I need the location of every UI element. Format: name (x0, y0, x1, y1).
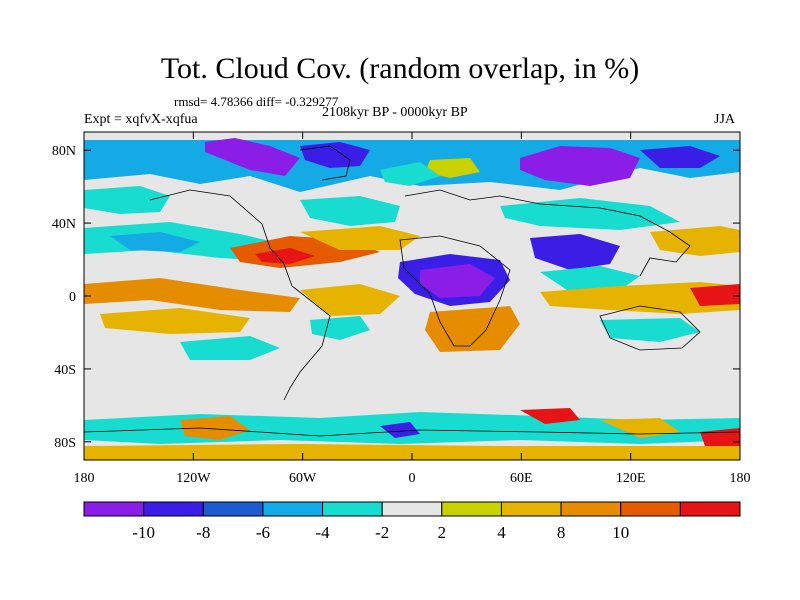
lat-tick-label: 40S (54, 363, 76, 378)
colorbar-swatch (441, 501, 502, 517)
southern-ocean-orange-1 (180, 416, 250, 440)
colorbar-swatch (381, 501, 443, 517)
southern-ocean-purple (380, 422, 420, 438)
lat-tick-label: 80S (54, 436, 76, 451)
atlantic-orange-band (300, 226, 420, 250)
colorbar-swatch (83, 501, 145, 517)
lat-tick-label: 80N (52, 144, 76, 159)
colorbar-swatch (500, 501, 562, 517)
indian-ocean-teal (540, 266, 640, 292)
colorbar-swatch (143, 501, 204, 517)
caribbean-red-core (255, 248, 315, 264)
arctic-yellow-patch (425, 158, 480, 178)
period-label: 2108kyr BP - 0000kyr BP (322, 105, 468, 120)
maritime-red-core (690, 284, 740, 306)
chart-title: Tot. Cloud Cov. (random overlap, in %) (160, 52, 640, 85)
central-asia-teal (500, 198, 680, 230)
experiment-label: Expt = xqfvX-xqfua (84, 112, 198, 127)
coastlines (84, 145, 740, 437)
lon-tick-label: 60E (510, 471, 533, 486)
southern-ocean-orange-2 (600, 418, 680, 438)
colorbar-label: -2 (375, 523, 389, 542)
tropical-pacific-blue (110, 232, 200, 252)
colorbar-swatch (679, 501, 741, 517)
anomaly-field (84, 132, 740, 460)
colorbar-label: -4 (315, 523, 330, 542)
stats-label: rmsd= 4.78366 diff= -0.329277 (174, 94, 339, 109)
equatorial-pacific-yellow (100, 308, 250, 334)
arctic-purple-patch-1 (205, 138, 300, 176)
season-label: JJA (714, 112, 736, 127)
colorbar-swatch (620, 501, 681, 517)
colorbar-swatch (202, 501, 264, 517)
lon-tick-label: 180 (730, 471, 751, 486)
colorbar-swatch (262, 501, 324, 517)
lat-tick-label: 40N (52, 217, 76, 232)
far-east-purple-patch (640, 146, 720, 168)
north-atlantic-teal (300, 196, 400, 226)
maritime-orange-band (540, 282, 740, 314)
south-indian-teal (600, 318, 700, 342)
colorbar-swatch (560, 501, 622, 517)
equatorial-pacific-orange (84, 278, 300, 312)
southern-africa-orange (425, 306, 520, 352)
latitude-axis: 80N 40N 0 40S 80S (52, 144, 740, 451)
lon-tick-label: 0 (409, 471, 416, 486)
colorbar-label: -6 (256, 523, 270, 542)
antarctica-orange (84, 444, 740, 460)
north-pacific-teal (84, 186, 170, 214)
colorbar-label: 10 (612, 523, 629, 542)
south-pacific-teal (180, 336, 280, 360)
southern-ocean-red-1 (520, 408, 580, 424)
africa-purple-core (420, 264, 495, 298)
india-purple-region (530, 234, 620, 270)
arctic-purple-patch-2 (300, 142, 370, 168)
lon-tick-label: 180 (74, 471, 95, 486)
lon-tick-label: 120W (176, 471, 211, 486)
colorbar-label: 8 (557, 523, 566, 542)
siberia-purple-patch (520, 146, 640, 186)
lon-tick-label: 120E (616, 471, 646, 486)
arctic-teal-patch (380, 162, 440, 186)
lon-tick-label: 60W (289, 471, 317, 486)
longitude-axis: 180 120W 60W 0 60E 120E 180 (74, 132, 751, 486)
colorbar-label: -8 (196, 523, 210, 542)
colorbar-swatch (322, 501, 383, 517)
lat-tick-label: 0 (69, 290, 76, 305)
colorbar-label: -10 (132, 523, 155, 542)
colorbar: -10 -8 -6 -4 -2 2 4 8 10 (83, 501, 741, 542)
south-atlantic-orange (300, 284, 400, 316)
colorbar-label: 2 (438, 523, 447, 542)
colorbar-label: 4 (497, 523, 506, 542)
